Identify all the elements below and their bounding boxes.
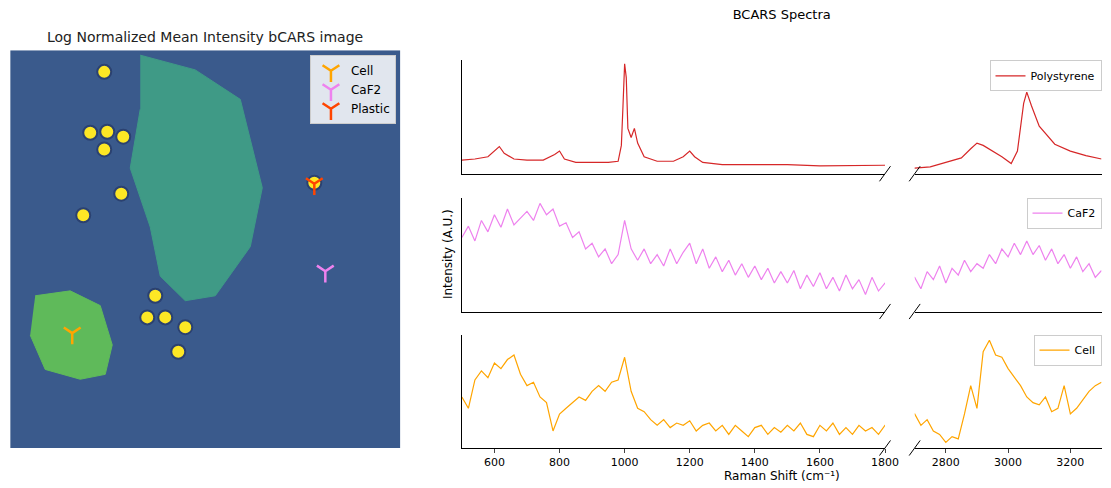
- svg-text:CaF2: CaF2: [351, 83, 381, 97]
- svg-text:800: 800: [549, 456, 570, 469]
- svg-text:2800: 2800: [932, 456, 960, 469]
- svg-text:1800: 1800: [871, 456, 899, 469]
- svg-text:Plastic: Plastic: [351, 102, 390, 116]
- svg-text:600: 600: [484, 456, 505, 469]
- svg-text:Log Normalized Mean Intensity: Log Normalized Mean Intensity bCARS imag…: [47, 29, 363, 45]
- svg-text:3000: 3000: [994, 456, 1022, 469]
- svg-text:1600: 1600: [806, 456, 834, 469]
- svg-text:CaF2: CaF2: [1068, 207, 1096, 220]
- svg-text:BCARS Spectra: BCARS Spectra: [733, 7, 831, 22]
- svg-text:Intensity (A.U.): Intensity (A.U.): [441, 209, 455, 299]
- svg-text:Cell: Cell: [1075, 344, 1096, 357]
- svg-text:3200: 3200: [1056, 456, 1084, 469]
- svg-text:1000: 1000: [611, 456, 639, 469]
- svg-text:Raman Shift (cm⁻¹): Raman Shift (cm⁻¹): [724, 469, 840, 483]
- svg-text:Polystyrene: Polystyrene: [1031, 70, 1095, 83]
- svg-text:Cell: Cell: [351, 64, 373, 78]
- svg-text:1200: 1200: [676, 456, 704, 469]
- svg-text:1400: 1400: [741, 456, 769, 469]
